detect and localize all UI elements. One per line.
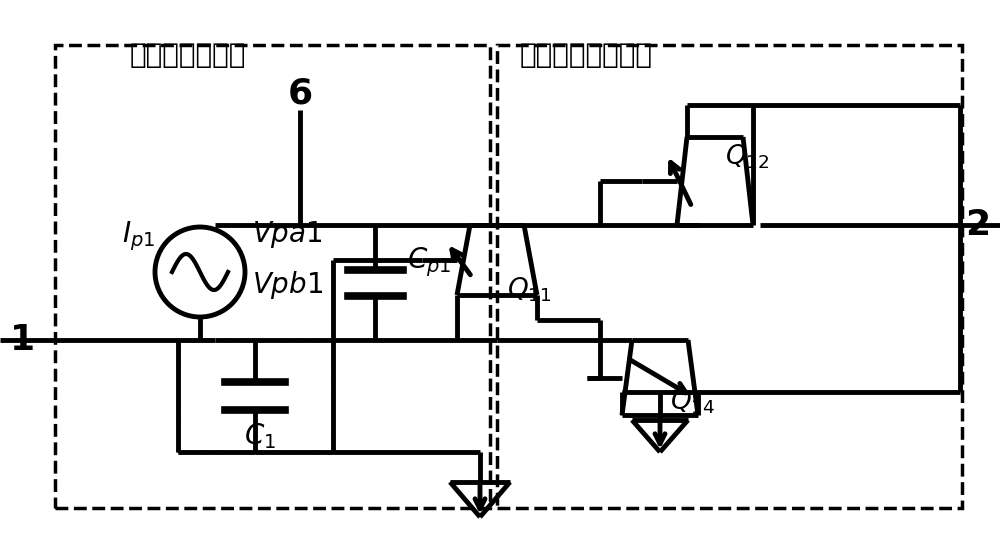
- Text: $Q_{14}$: $Q_{14}$: [670, 388, 715, 416]
- Bar: [178, 340, 333, 452]
- Text: $I_{p1}$: $I_{p1}$: [122, 219, 155, 252]
- Text: $Vpa1$: $Vpa1$: [252, 219, 323, 250]
- Text: $Vpb1$: $Vpb1$: [252, 269, 323, 301]
- Bar: [55, 45, 490, 508]
- Text: 2: 2: [965, 208, 990, 242]
- Text: 6: 6: [287, 76, 313, 110]
- Text: $C_1$: $C_1$: [244, 421, 276, 451]
- Text: $C_{p1}$: $C_{p1}$: [407, 246, 451, 279]
- Text: 第一峰值检测开关: 第一峰值检测开关: [520, 41, 653, 69]
- Bar: [497, 45, 962, 508]
- Text: $Q_{12}$: $Q_{12}$: [725, 142, 770, 171]
- Text: 第一压电换能器: 第一压电换能器: [130, 41, 246, 69]
- Text: 1: 1: [10, 323, 35, 357]
- Text: $Q_{11}$: $Q_{11}$: [507, 275, 552, 303]
